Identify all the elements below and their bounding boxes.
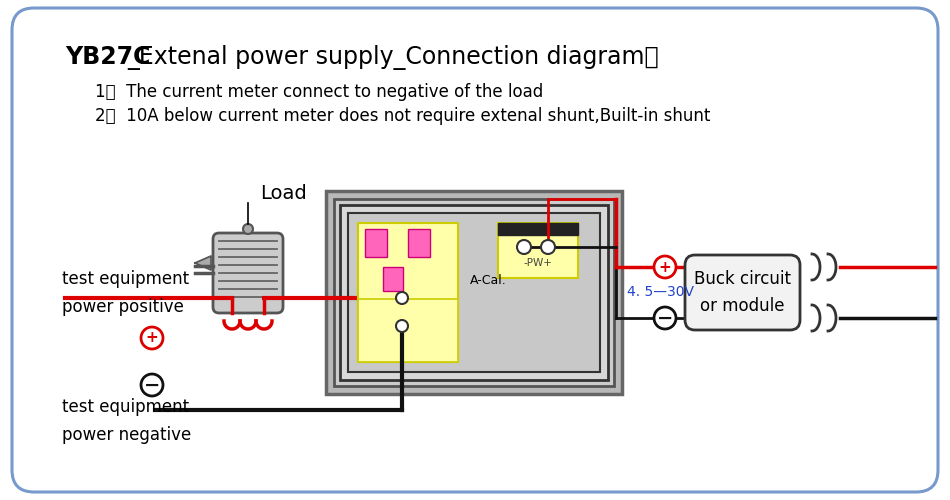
Circle shape: [243, 224, 253, 234]
FancyBboxPatch shape: [685, 255, 800, 330]
Bar: [358, 223, 458, 362]
Bar: [334, 199, 614, 386]
Text: A-Cal.: A-Cal.: [470, 274, 506, 286]
Text: 4. 5—30V: 4. 5—30V: [627, 286, 694, 300]
Text: −: −: [656, 308, 674, 328]
Circle shape: [396, 292, 408, 304]
Text: YB27C: YB27C: [65, 45, 150, 69]
Text: 2，  10A below current meter does not require extenal shunt,Built-in shunt: 2， 10A below current meter does not requ…: [95, 107, 711, 125]
Text: Buck circuit
or module: Buck circuit or module: [694, 270, 791, 314]
Text: _Extenal power supply_Connection diagram：: _Extenal power supply_Connection diagram…: [127, 45, 658, 70]
Bar: [358, 299, 458, 362]
Circle shape: [654, 256, 676, 278]
FancyBboxPatch shape: [213, 233, 283, 313]
Bar: [365, 229, 387, 257]
Circle shape: [517, 240, 531, 254]
Text: 1，  The current meter connect to negative of the load: 1， The current meter connect to negative…: [95, 83, 543, 101]
Text: -PW+: -PW+: [523, 258, 553, 268]
Text: Load: Load: [260, 184, 307, 203]
Text: test equipment
power positive: test equipment power positive: [62, 270, 189, 316]
Text: −: −: [143, 376, 161, 394]
Bar: [408, 229, 430, 257]
Circle shape: [654, 307, 676, 329]
Circle shape: [141, 374, 163, 396]
Bar: [326, 191, 622, 394]
Polygon shape: [195, 256, 211, 270]
Bar: [340, 205, 608, 380]
Bar: [498, 223, 578, 235]
Circle shape: [541, 240, 555, 254]
Circle shape: [396, 320, 408, 332]
Text: test equipment
power negative: test equipment power negative: [62, 398, 191, 444]
Bar: [498, 223, 578, 278]
FancyBboxPatch shape: [12, 8, 938, 492]
Bar: [348, 213, 600, 372]
Text: +: +: [145, 330, 159, 345]
Bar: [383, 267, 403, 291]
Circle shape: [141, 327, 163, 349]
Text: +: +: [658, 260, 672, 274]
